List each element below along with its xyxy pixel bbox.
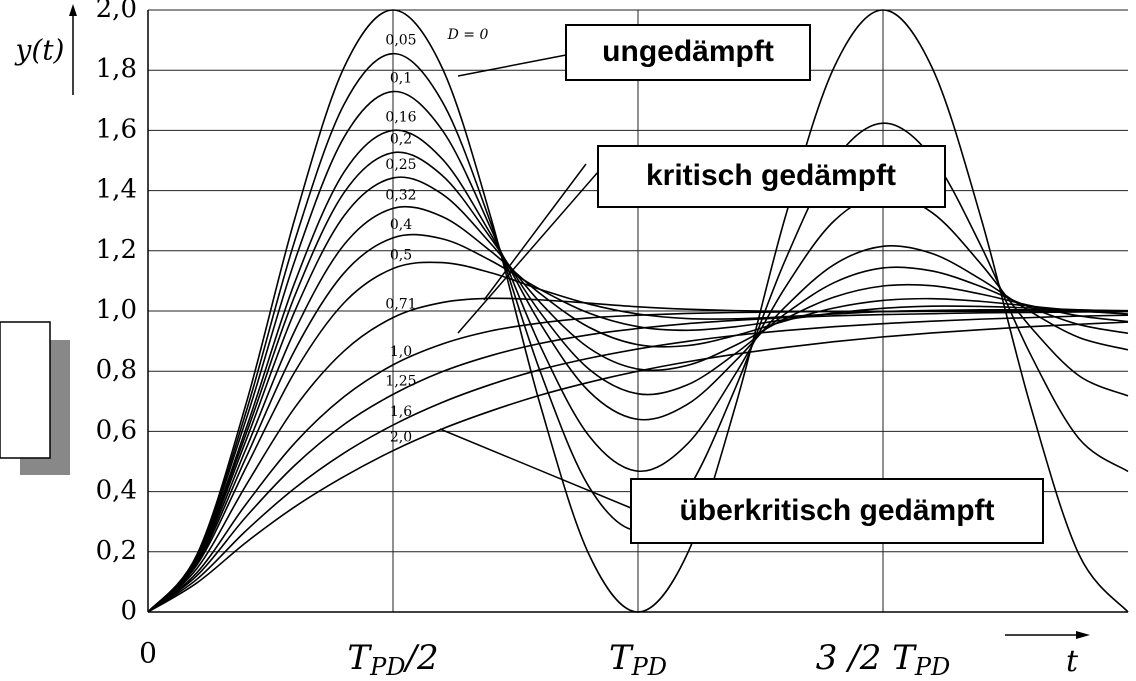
annotation: überkritisch gedämpft [679,494,994,527]
curve-label: 0,5 [390,248,412,264]
curve [147,90,1129,613]
y-tick-label: 0 [120,596,137,626]
curve-label: 0,1 [390,71,412,87]
y-tick-label: 2,0 [96,0,137,24]
x-tick-label-part: /2 [402,638,438,678]
curve [147,310,1129,613]
x-tick-label-part: PD [369,653,405,681]
annotation-box [597,145,946,208]
y-tick-label: 1,8 [96,54,137,84]
curve [147,52,1129,613]
leader-line [439,428,632,509]
x-tick-label-part: PD [631,653,667,681]
x-axis-label: t [1066,644,1079,679]
x-tick-label-part: T [609,638,634,678]
curve-label: 0,2 [390,132,412,148]
curve-label: 1,0 [390,344,412,360]
y-tick-label: 0,6 [96,415,137,445]
curve-label: 0,32 [385,187,416,203]
x-tick-label: TPD [609,638,667,681]
curve-label: 0,16 [385,109,416,125]
leader-line [457,54,567,77]
curve [147,321,1129,613]
curve-label: 1,6 [390,404,412,420]
curve [147,176,1129,613]
annotation-box [565,24,811,81]
x-tick-label-part: T [347,638,372,678]
y-tick-label: 1,6 [96,114,137,144]
y-axis-label: y(t) [14,34,65,67]
x-arrow-head [1076,631,1090,639]
x-tick-label-part: 3 /2 T [816,638,917,678]
curve [147,261,1129,613]
plot-area: 00,20,40,60,81,01,21,41,61,82,00 TPD/2 TPD… [96,0,1129,681]
curve [147,310,1128,613]
leader-line [483,163,587,301]
y-tick-label: 1,2 [96,235,137,265]
empty-box [0,321,51,459]
y-arrow-head [69,4,77,16]
x-tick-label: 3 /2 TPD [816,638,950,681]
x-tick-label-part: PD [914,653,950,681]
leader-line [457,171,599,334]
y-tick-label: 0,4 [96,476,137,506]
y-tick-label: 0,2 [96,536,137,566]
curve-label: 0,05 [385,33,416,49]
curve-label: D = 0 [447,27,489,43]
y-tick-label: 0,8 [96,355,137,385]
annotation: ungedämpft [602,35,774,68]
curve [147,129,1129,613]
curve-label: 0,25 [385,157,416,173]
annotation: kritisch gedämpft [646,159,896,192]
curve-label: 0,71 [385,297,416,313]
x-tick-label: TPD/2 [347,638,438,681]
y-tick-label: 1,0 [96,295,137,325]
curve [147,233,1129,613]
curve [147,151,1129,613]
x-tick-label: 0 [139,637,157,670]
curve [147,205,1129,613]
y-tick-label: 1,4 [96,175,137,205]
curve [147,314,1129,613]
curve-label: 2,0 [390,430,412,446]
annotation-group: ungedämpft kritisch gedämpft überkritisc… [439,24,1044,544]
curve-label: 1,25 [385,373,416,389]
curve [147,9,1129,613]
curve-label: 0,4 [390,217,412,233]
annotation-box [630,478,1044,544]
